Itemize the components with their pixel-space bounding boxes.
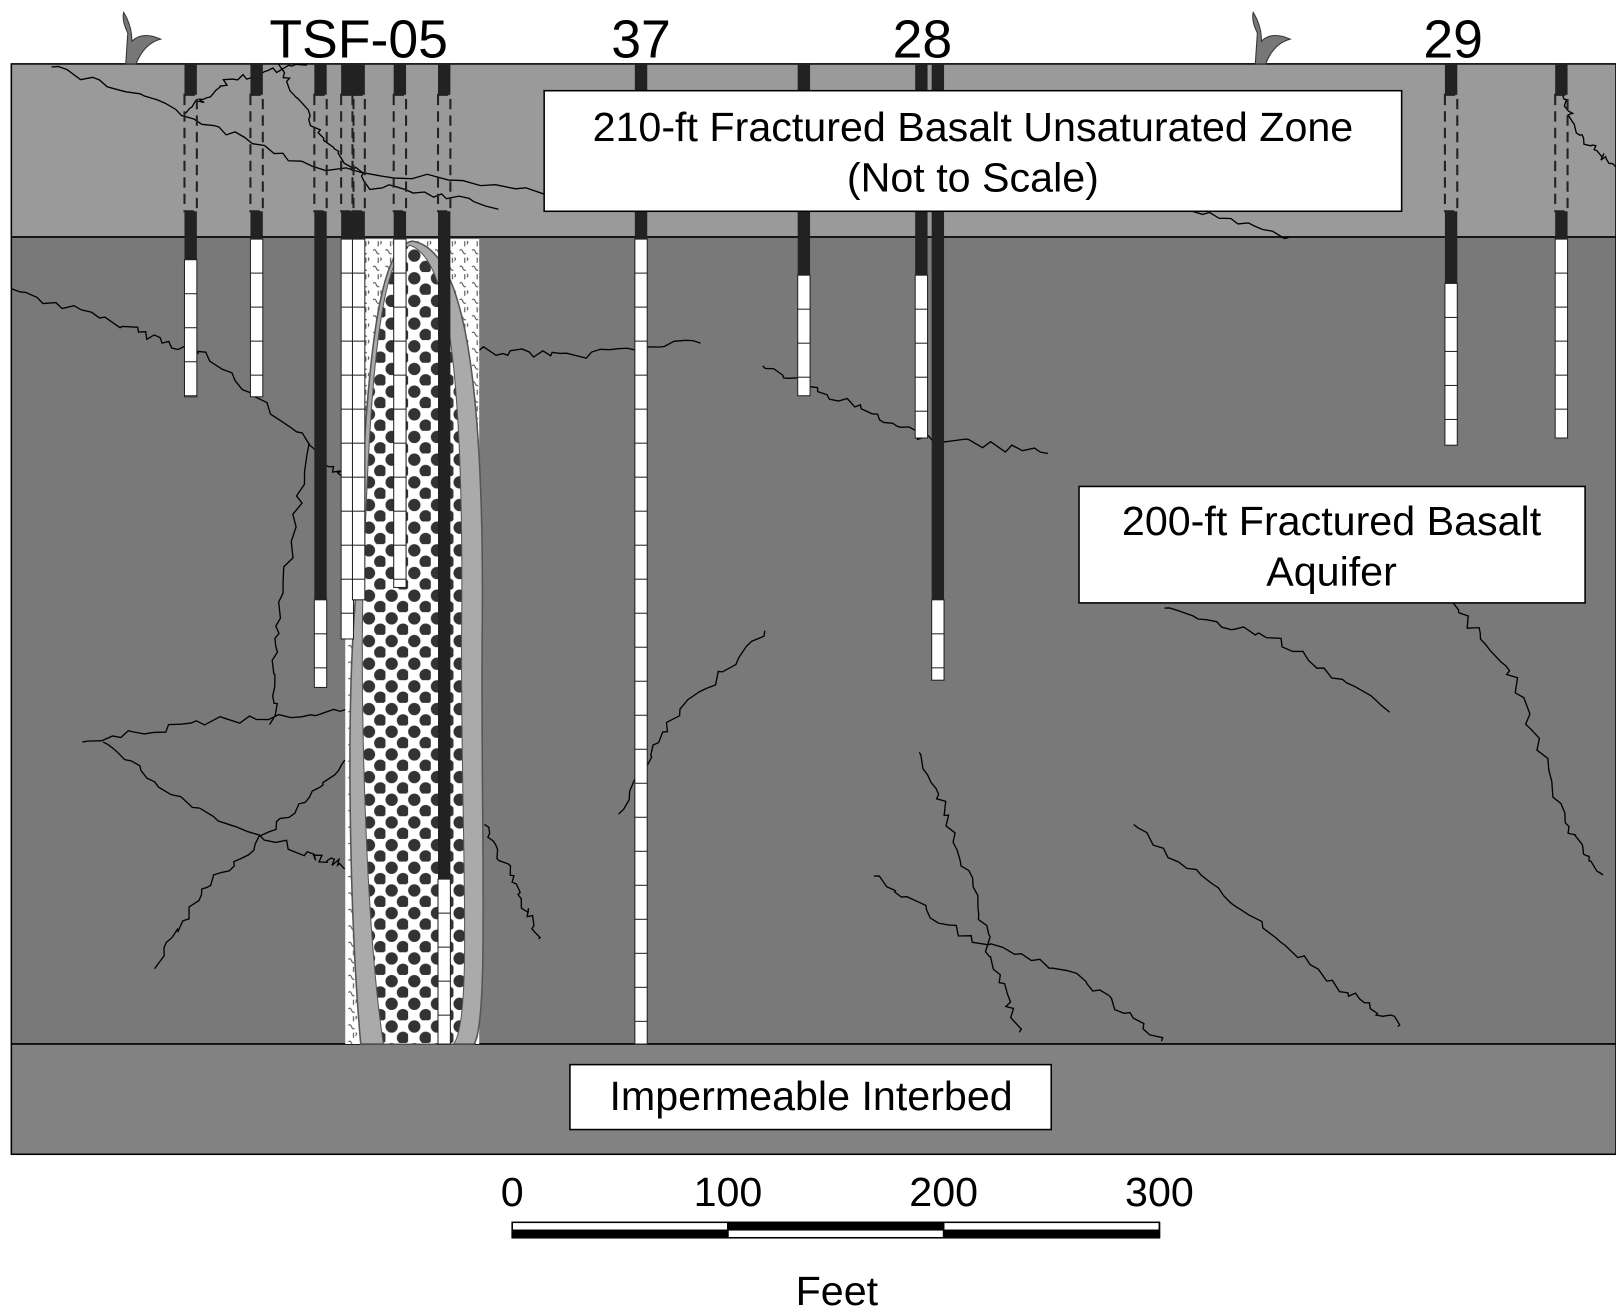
well-casing <box>393 63 407 95</box>
well-label: TSF-05 <box>269 10 448 70</box>
well-casing <box>184 211 197 260</box>
fracture <box>102 741 346 870</box>
well-label: 29 <box>1423 10 1483 70</box>
scale-tick-label: 100 <box>694 1169 763 1215</box>
well-casing <box>931 211 945 600</box>
well-casing <box>797 211 811 276</box>
well-screen <box>914 274 929 439</box>
label-box <box>1078 485 1586 604</box>
wells <box>183 63 1569 1045</box>
scale-unit: Feet <box>796 1268 879 1313</box>
well-casing <box>314 63 327 95</box>
scale-tick-label: 200 <box>909 1169 978 1215</box>
fracture <box>478 339 701 359</box>
well-casing <box>915 63 928 95</box>
fracture <box>1164 607 1391 713</box>
well-casing <box>314 211 327 600</box>
well-screen <box>1554 238 1569 439</box>
well-casing <box>341 63 354 95</box>
aquifer-zone <box>10 236 1616 1045</box>
scale-tick-label: 300 <box>1125 1169 1194 1215</box>
well-screen <box>313 599 328 688</box>
plant-icon <box>122 11 1292 65</box>
well-casing <box>634 211 648 240</box>
well-casing <box>915 211 928 276</box>
scale-segment-fill <box>727 1222 944 1231</box>
well-screen <box>393 238 407 588</box>
well-casing <box>634 63 648 95</box>
label-box <box>569 1063 1052 1131</box>
well-casing <box>797 63 811 95</box>
zone-label: Impermeable Interbed <box>609 1073 1012 1119</box>
fracture <box>268 443 310 725</box>
fracture <box>918 752 1023 1033</box>
zone-label: Aquifer <box>1266 548 1397 594</box>
fracture <box>617 630 766 815</box>
zone-label: 200-ft Fractured Basalt <box>1122 498 1542 544</box>
well-casing <box>184 63 197 95</box>
well-casing <box>393 211 407 240</box>
well-casing <box>1444 211 1458 284</box>
fracture <box>154 759 346 970</box>
well-casing <box>438 63 451 95</box>
well-screen <box>351 238 366 601</box>
label-box <box>543 89 1403 213</box>
zone-label: 210-ft Fractured Basalt Unsaturated Zone <box>593 104 1354 150</box>
fracture <box>484 823 542 940</box>
fracture <box>1555 92 1616 168</box>
well-casing <box>352 211 365 240</box>
fracture <box>873 875 1164 1042</box>
well-screen <box>249 238 264 398</box>
well-screen <box>797 274 811 397</box>
well-casing <box>1555 63 1568 95</box>
well-casing <box>341 211 354 240</box>
scale-segment-fill <box>943 1229 1160 1238</box>
well-casing <box>250 211 263 240</box>
well-casing <box>1555 211 1568 240</box>
fracture <box>277 63 499 210</box>
fracture <box>184 63 307 114</box>
well-casing <box>352 63 365 95</box>
well-screen <box>1444 282 1458 446</box>
fracture <box>1133 823 1401 1028</box>
well-casing <box>250 63 263 95</box>
well-screen <box>634 238 648 1045</box>
well-casing <box>438 211 451 880</box>
fracture <box>1452 602 1604 876</box>
fracture <box>51 65 547 196</box>
scale-tick-label: 0 <box>501 1169 524 1215</box>
well-screen <box>437 878 451 1045</box>
scale-segment-fill <box>512 1229 728 1238</box>
fracture <box>82 707 350 743</box>
well-casing <box>931 63 945 95</box>
well-casing <box>1444 63 1458 95</box>
well-screen <box>931 599 945 681</box>
scale-bar: 0 100 200 300 <box>501 1169 1194 1239</box>
zone-label: (Not to Scale) <box>847 155 1099 201</box>
well-label: 28 <box>893 10 953 70</box>
well-label: 37 <box>611 10 671 70</box>
